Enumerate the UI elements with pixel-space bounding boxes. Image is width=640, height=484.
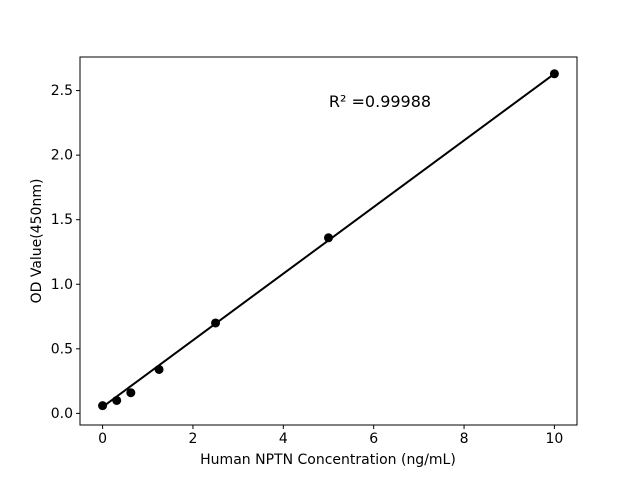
data-point	[549, 69, 559, 79]
y-tick-label: 1.0	[51, 277, 73, 293]
x-tick-label: 2	[188, 431, 197, 447]
plot-area-border	[79, 56, 578, 426]
y-axis-label: OD Value(450nm)	[29, 179, 45, 304]
y-tick-label: 2.5	[51, 83, 73, 99]
chart-content-layer: 0 2 4 6 8 10 0.0 0.5 1.0 1.5 2.0 2.5	[51, 69, 563, 447]
data-point	[98, 401, 108, 411]
y-tick-label: 0.0	[51, 406, 73, 422]
data-point	[112, 395, 122, 405]
data-point	[154, 364, 164, 374]
data-point	[126, 388, 136, 398]
y-tick-label: 1.5	[51, 212, 73, 228]
data-point	[324, 233, 333, 243]
data-point	[211, 318, 221, 328]
y-tick-label: 0.5	[51, 341, 73, 357]
x-tick-label: 10	[545, 431, 563, 447]
x-tick-label: 6	[369, 431, 378, 447]
x-axis-label: Human NPTN Concentration (ng/mL)	[200, 452, 456, 468]
y-tick-label: 2.0	[51, 148, 73, 164]
x-tick-label: 4	[279, 431, 288, 447]
x-tick-label: 8	[460, 431, 469, 447]
x-tick-label: 0	[98, 431, 107, 447]
r-squared-annotation: R² =0.99988	[329, 92, 431, 111]
